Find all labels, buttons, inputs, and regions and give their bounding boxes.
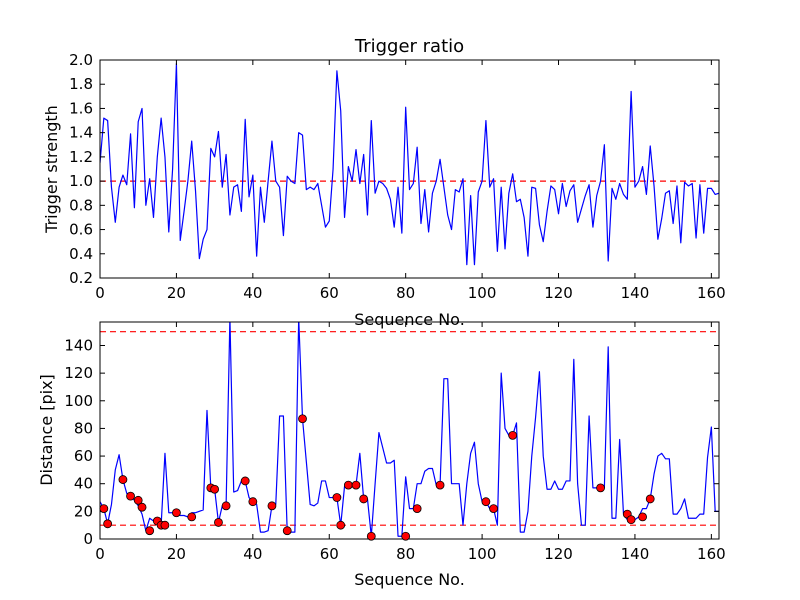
- flagged-point: [267, 501, 277, 511]
- y-tick-label: 1.2: [69, 148, 93, 166]
- plot-area: [100, 63, 719, 266]
- x-tick-label: 40: [243, 545, 262, 563]
- y-tick-label: 140: [64, 336, 93, 354]
- flagged-point: [412, 504, 422, 513]
- flagged-point: [359, 494, 369, 504]
- flagged-point: [240, 476, 250, 486]
- x-tick-label: 160: [697, 545, 726, 563]
- chart-title: Trigger ratio: [354, 36, 464, 57]
- trigger-ratio-plot: Trigger ratio Sequence No. Trigger stren…: [42, 36, 726, 329]
- x-tick-label: 0: [95, 284, 105, 302]
- y-tick-label: 0.6: [69, 221, 93, 239]
- axes-frame: [99, 321, 720, 540]
- flagged-point: [596, 483, 605, 493]
- x-tick-label: 140: [621, 545, 650, 563]
- flagged-point: [221, 501, 231, 511]
- plot-area: [100, 322, 719, 537]
- x-tick-label: 40: [243, 284, 262, 302]
- flagged-point: [214, 518, 223, 527]
- y-tick-label: 0.4: [69, 245, 93, 263]
- x-axis-label: Sequence No.: [354, 310, 465, 329]
- y-tick-label: 1.4: [69, 124, 93, 142]
- y-tick-label: 120: [64, 364, 93, 382]
- y-tick-label: 2.0: [69, 51, 93, 69]
- x-tick-label: 160: [697, 284, 726, 302]
- y-tick-label: 80: [74, 419, 93, 437]
- y-tick-label: 100: [64, 392, 93, 410]
- y-tick-label: 1.0: [69, 172, 93, 190]
- x-tick-label: 20: [167, 284, 186, 302]
- flagged-point: [336, 520, 346, 530]
- flagged-point: [645, 494, 655, 504]
- flagged-point: [145, 526, 155, 536]
- x-tick-label: 20: [167, 545, 186, 563]
- axis-ticks: 0 20 40 60 80 100 120 140 160 0 20 40 60 80 100 120 140: [64, 322, 726, 563]
- x-tick-label: 0: [95, 545, 105, 563]
- x-tick-label: 120: [544, 545, 573, 563]
- y-tick-label: 1.8: [69, 75, 93, 93]
- x-tick-label: 100: [468, 284, 497, 302]
- x-tick-label: 80: [396, 284, 415, 302]
- x-tick-label: 80: [396, 545, 415, 563]
- x-tick-label: 120: [544, 284, 573, 302]
- y-tick-label: 1.6: [69, 99, 93, 117]
- y-tick-label: 20: [74, 502, 93, 520]
- x-tick-label: 60: [320, 284, 339, 302]
- y-axis-label: Distance [pix]: [37, 374, 56, 486]
- flagged-point: [489, 504, 498, 513]
- flagged-point: [351, 480, 361, 490]
- flagged-point: [366, 531, 376, 541]
- flagged-point: [626, 515, 636, 525]
- flagged-point: [638, 512, 647, 522]
- flagged-point: [248, 497, 258, 507]
- flagged-point: [172, 508, 181, 518]
- flagged-point: [282, 526, 292, 536]
- x-axis-label: Sequence No.: [354, 570, 465, 589]
- flagged-point: [401, 531, 411, 541]
- flagged-point: [103, 519, 113, 529]
- flagged-point: [133, 495, 143, 505]
- series-line: [100, 322, 719, 537]
- flagged-point: [187, 512, 197, 522]
- x-tick-label: 60: [320, 545, 339, 563]
- flagged-point: [118, 475, 128, 484]
- y-tick-label: 0: [83, 530, 93, 548]
- flagged-point: [298, 414, 307, 424]
- flagged-point: [435, 480, 445, 490]
- flagged-point: [126, 491, 135, 501]
- flagged-point: [343, 480, 353, 490]
- y-tick-label: 0.8: [69, 196, 93, 214]
- y-tick-label: 40: [74, 475, 93, 493]
- flagged-point: [508, 430, 518, 440]
- distance-plot: Sequence No. Distance [pix] 0 20 40 60 80 100…: [37, 321, 726, 589]
- axis-ticks: 0 20 40 60 80 100 120 140 160 0.2 0.4 0.6 0.8 1.0 1.2 1…: [69, 51, 726, 302]
- flagged-point: [160, 520, 170, 530]
- x-tick-label: 100: [468, 545, 497, 563]
- x-tick-label: 140: [621, 284, 650, 302]
- series-line: [100, 63, 719, 266]
- y-tick-label: 60: [74, 447, 93, 465]
- flagged-point: [481, 497, 491, 507]
- flagged-point: [332, 493, 342, 502]
- flagged-point: [99, 504, 109, 513]
- y-tick-label: 0.2: [69, 269, 93, 287]
- y-axis-label: Trigger strength: [42, 105, 61, 234]
- flagged-point: [210, 484, 220, 494]
- flagged-point: [137, 502, 147, 512]
- axes-frame: [99, 59, 720, 279]
